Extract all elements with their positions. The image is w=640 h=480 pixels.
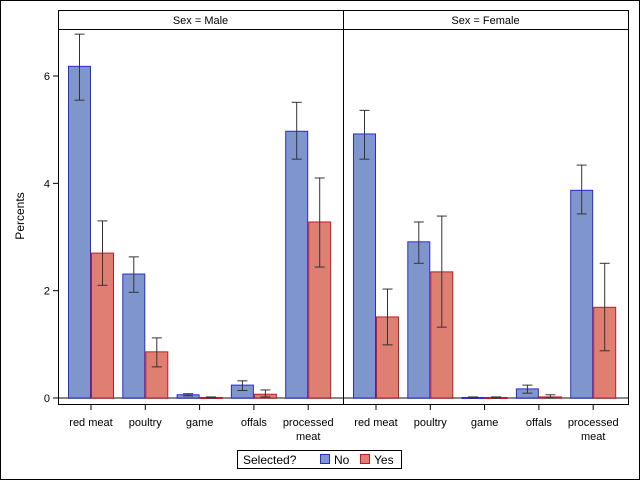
error-bar bbox=[522, 384, 533, 394]
x-tick-label: meat bbox=[296, 431, 320, 443]
error-bar bbox=[359, 109, 370, 160]
bar-no bbox=[68, 65, 91, 399]
error-bar bbox=[436, 215, 447, 328]
bar-no bbox=[353, 133, 376, 399]
x-tick-label: red meat bbox=[69, 417, 112, 429]
x-tick-label: red meat bbox=[354, 417, 397, 429]
error-bar bbox=[183, 393, 194, 397]
error-bar bbox=[491, 396, 502, 399]
error-bar bbox=[413, 221, 424, 264]
panel-frame bbox=[343, 29, 629, 405]
x-tick-label: game bbox=[186, 417, 214, 429]
legend-label-no: No bbox=[334, 453, 350, 467]
x-tick-label: offals bbox=[526, 417, 553, 429]
error-bar bbox=[128, 256, 139, 293]
y-tick-label: 4 bbox=[44, 178, 50, 190]
y-tick-label: 2 bbox=[44, 286, 50, 298]
panel-female: Sex = Female red meat poultry game offals pro… bbox=[343, 10, 629, 443]
error-bar bbox=[97, 220, 108, 286]
y-tick-label: 6 bbox=[44, 71, 50, 83]
legend: Selected? No Yes bbox=[237, 450, 402, 469]
error-bar bbox=[237, 380, 248, 391]
panel-male: Sex = Male red meat poultry game offals proce… bbox=[58, 10, 344, 443]
bar-no bbox=[407, 241, 431, 399]
error-bar bbox=[151, 337, 162, 368]
error-bar bbox=[576, 164, 587, 215]
error-bar bbox=[382, 288, 393, 346]
error-bar bbox=[599, 262, 610, 352]
bar-no bbox=[285, 130, 309, 399]
x-tick-label: processed bbox=[568, 417, 619, 429]
x-tick-label: processed bbox=[283, 417, 334, 429]
legend-label-yes: Yes bbox=[374, 453, 394, 467]
y-axis-label: Percents bbox=[13, 192, 27, 239]
error-bar bbox=[545, 394, 556, 399]
x-tick-label: game bbox=[471, 417, 499, 429]
error-bar bbox=[468, 396, 479, 399]
panel-title: Sex = Male bbox=[173, 15, 228, 27]
legend-title: Selected? bbox=[243, 453, 297, 467]
error-bar bbox=[314, 177, 325, 268]
legend-swatch-no bbox=[320, 454, 330, 464]
x-tick-label: offals bbox=[241, 417, 268, 429]
x-tick-label: poultry bbox=[129, 417, 163, 429]
error-bar bbox=[74, 33, 85, 101]
legend-swatch-yes bbox=[360, 454, 370, 464]
bar-no bbox=[570, 189, 594, 399]
error-bar bbox=[260, 389, 271, 398]
error-bar bbox=[206, 396, 217, 399]
error-bar bbox=[291, 101, 302, 160]
panel-title: Sex = Female bbox=[451, 15, 519, 27]
x-tick-label: poultry bbox=[414, 417, 448, 429]
y-tick-label: 0 bbox=[44, 393, 50, 405]
x-tick-label: meat bbox=[581, 431, 605, 443]
